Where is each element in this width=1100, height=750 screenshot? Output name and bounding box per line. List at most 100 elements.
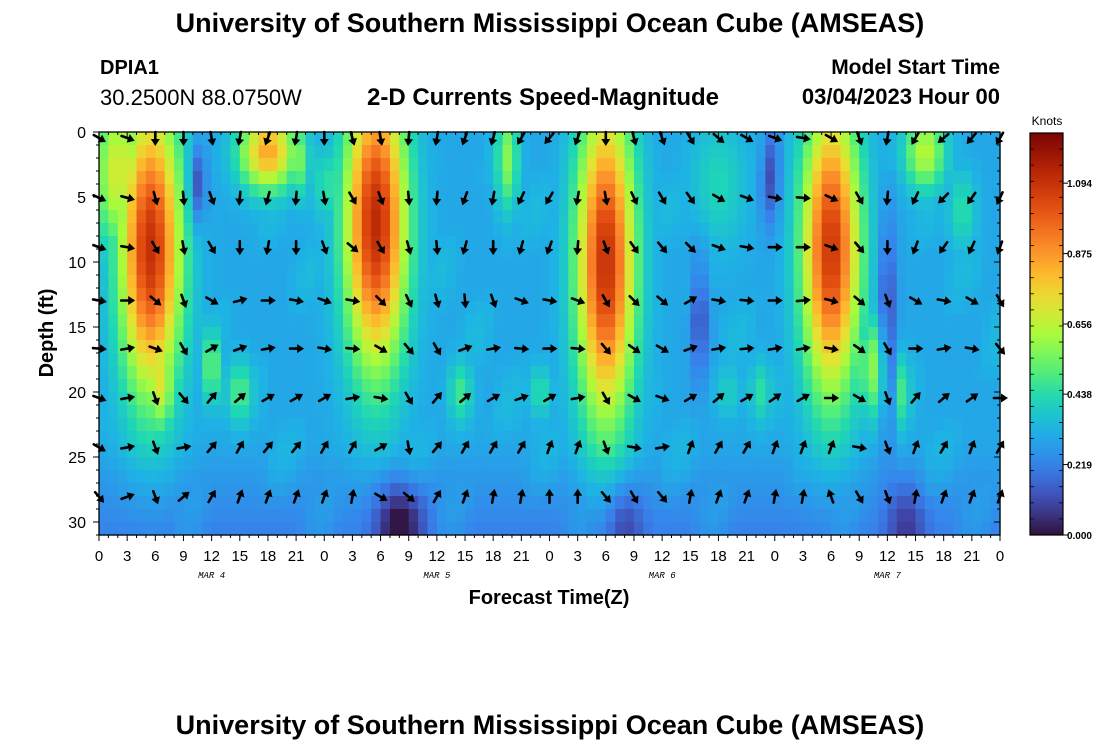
heat-cell xyxy=(474,184,485,198)
heat-cell xyxy=(690,405,701,419)
heat-cell xyxy=(615,288,626,302)
heat-cell xyxy=(615,236,626,250)
heat-cell xyxy=(399,366,410,380)
heat-cell xyxy=(755,288,766,302)
heat-cell xyxy=(418,392,429,406)
heat-cell xyxy=(868,210,879,224)
heat-cell xyxy=(117,483,128,497)
current-vector xyxy=(432,239,442,256)
heat-cell xyxy=(183,236,194,250)
heat-cell xyxy=(680,197,691,211)
heat-cell xyxy=(896,392,907,406)
heat-cell xyxy=(99,353,109,367)
heat-cell xyxy=(211,327,222,341)
heat-cell xyxy=(896,431,907,445)
heat-cell xyxy=(765,210,776,224)
heat-cell xyxy=(145,210,156,224)
heat-cell xyxy=(530,158,541,172)
heat-cell xyxy=(981,340,992,354)
heat-cell xyxy=(784,522,795,536)
heat-cell xyxy=(333,145,344,159)
heat-cell xyxy=(239,509,250,523)
heat-cell xyxy=(521,197,532,211)
heat-cell xyxy=(981,353,992,367)
heat-cell xyxy=(99,184,109,198)
heat-cell xyxy=(174,145,185,159)
heat-cell xyxy=(267,509,278,523)
heat-cell xyxy=(164,314,175,328)
heat-cell xyxy=(812,288,823,302)
heat-cell xyxy=(324,327,335,341)
heat-cell xyxy=(896,496,907,510)
heat-cell xyxy=(333,470,344,484)
heat-cell xyxy=(192,457,203,471)
heat-cell xyxy=(906,262,917,276)
heat-cell xyxy=(896,470,907,484)
heat-cell xyxy=(596,405,607,419)
heat-cell xyxy=(643,288,654,302)
heat-cell xyxy=(849,197,860,211)
heat-cell xyxy=(887,457,898,471)
heat-cell xyxy=(136,197,147,211)
heat-cell xyxy=(558,184,569,198)
heat-cell xyxy=(427,418,438,432)
heat-cell xyxy=(812,405,823,419)
heat-cell xyxy=(680,301,691,315)
current-vector xyxy=(317,296,332,306)
heat-cell xyxy=(868,236,879,250)
heat-cell xyxy=(896,444,907,458)
heat-cell xyxy=(540,236,551,250)
heat-cell xyxy=(493,275,504,289)
heat-cell xyxy=(99,288,109,302)
current-vector xyxy=(151,489,160,505)
heat-cell xyxy=(352,275,363,289)
heat-cell xyxy=(202,405,213,419)
heat-cell xyxy=(117,132,128,146)
heat-cell xyxy=(483,470,494,484)
heat-cell xyxy=(633,158,644,172)
heat-cell xyxy=(249,457,260,471)
heat-cell xyxy=(408,366,419,380)
heat-cell xyxy=(962,444,973,458)
heat-cell xyxy=(305,171,316,185)
heat-cell xyxy=(840,392,851,406)
heat-cell xyxy=(117,405,128,419)
current-vector xyxy=(796,393,810,403)
heat-cell xyxy=(221,249,231,263)
heat-cell xyxy=(183,496,194,510)
heat-cell xyxy=(615,431,626,445)
heat-cell xyxy=(380,379,391,393)
heat-cell xyxy=(549,483,560,497)
heat-cell xyxy=(943,496,954,510)
heat-cell xyxy=(718,288,729,302)
heat-cell xyxy=(568,340,579,354)
heat-cell xyxy=(474,340,485,354)
heat-cell xyxy=(624,405,635,419)
colorbar-tick-label: 0.656 xyxy=(1067,320,1092,331)
heat-cell xyxy=(361,431,372,445)
heat-cell xyxy=(493,132,504,146)
heat-cell xyxy=(990,184,1001,198)
heat-cell xyxy=(774,353,785,367)
heat-cell xyxy=(314,509,325,523)
heat-cell xyxy=(709,496,720,510)
heat-cell xyxy=(164,418,175,432)
heat-cell xyxy=(915,132,926,146)
heat-cell xyxy=(267,366,278,380)
heat-cell xyxy=(474,509,485,523)
heat-cell xyxy=(286,197,297,211)
heat-cell xyxy=(352,470,363,484)
heat-cell xyxy=(934,223,945,237)
heat-cell xyxy=(286,301,297,315)
heat-cell xyxy=(483,288,494,302)
heat-cell xyxy=(784,470,795,484)
heat-cell xyxy=(981,171,992,185)
heat-cell xyxy=(145,496,156,510)
heat-cell xyxy=(258,509,269,523)
heat-cell xyxy=(239,249,250,263)
heat-cell xyxy=(990,431,1001,445)
heat-cell xyxy=(427,236,438,250)
heat-cell xyxy=(765,262,776,276)
heat-cell xyxy=(802,301,813,315)
heat-cell xyxy=(314,392,325,406)
